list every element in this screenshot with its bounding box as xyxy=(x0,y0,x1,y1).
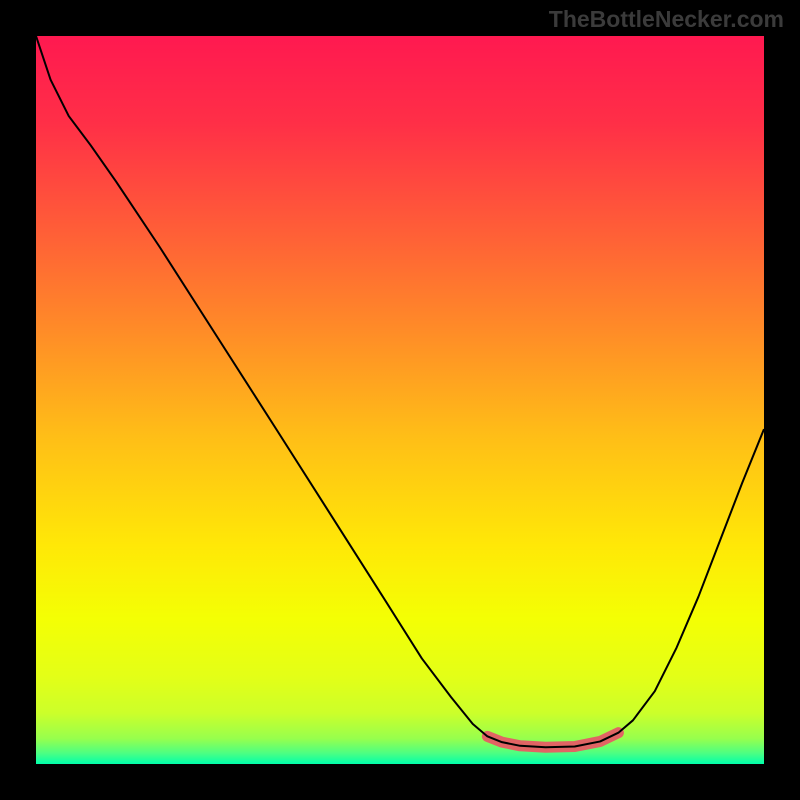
frame-bottom xyxy=(0,764,800,800)
highlight-band xyxy=(487,733,618,748)
bottleneck-curve xyxy=(36,36,764,747)
chart-container: TheBottleNecker.com xyxy=(0,0,800,800)
plot-area xyxy=(36,36,764,764)
curve-layer xyxy=(36,36,764,764)
watermark-text: TheBottleNecker.com xyxy=(549,6,784,33)
frame-left xyxy=(0,0,36,800)
frame-right xyxy=(764,0,800,800)
